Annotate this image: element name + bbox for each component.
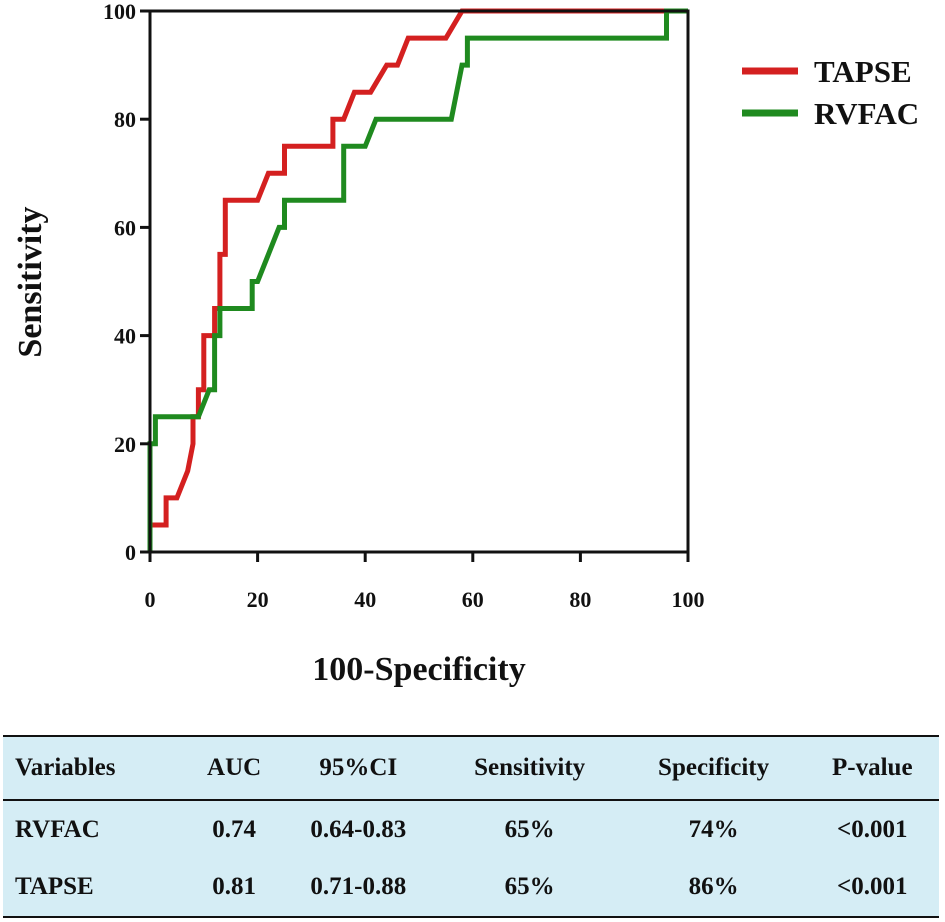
cell-variable: TAPSE: [15, 873, 94, 901]
legend-label-tapse: TAPSE: [814, 54, 912, 89]
y-tick-label: 80: [114, 107, 136, 132]
cell-p-value: <0.001: [837, 816, 908, 843]
cell-ci: 0.71-0.88: [310, 873, 407, 901]
cell-auc: 0.74: [212, 816, 256, 843]
y-axis-title: Sensitivity: [12, 206, 49, 357]
table-header-row: Variables AUC 95%CI Sensitivity Specific…: [3, 736, 939, 801]
plot-area: [147, 8, 690, 554]
roc-chart: 0 20 40 60 80 100 0 20 40 60 80 100 100-Specificity…: [12, 0, 919, 688]
cell-auc: 0.81: [212, 873, 256, 901]
cell-specificity: 86%: [688, 873, 739, 901]
cell-specificity: 74%: [688, 816, 739, 843]
header-specificity: Specificity: [658, 754, 770, 782]
y-tick-label: 40: [114, 324, 136, 349]
x-tick-label: 100: [672, 587, 705, 612]
legend-label-rvfac: RVFAC: [814, 96, 919, 131]
series-line-tapse: [147, 8, 688, 552]
y-tick-label: 20: [114, 432, 136, 457]
axis-ticks: 0 20 40 60 80 100 0 20 40 60 80 100: [103, 0, 705, 612]
statistics-table: Variables AUC 95%CI Sensitivity Specific…: [3, 735, 939, 918]
y-tick-label: 0: [125, 540, 136, 565]
cell-variable: RVFAC: [15, 816, 100, 843]
x-tick-label: 60: [462, 587, 484, 612]
table-row: RVFAC 0.74 0.64-0.83 65% 74% <0.001: [3, 800, 939, 858]
header-sensitivity: Sensitivity: [474, 754, 586, 782]
table-row: TAPSE 0.81 0.71-0.88 65% 86% <0.001: [3, 859, 939, 917]
header-variables: Variables: [15, 754, 116, 782]
x-tick-label: 20: [247, 587, 269, 612]
x-tick-label: 80: [569, 587, 591, 612]
header-p-value: P-value: [832, 754, 913, 782]
y-tick-label: 100: [103, 0, 136, 24]
header-ci: 95%CI: [319, 754, 398, 782]
cell-sensitivity: 65%: [504, 816, 555, 843]
series-line-rvfac: [147, 8, 688, 552]
x-tick-label: 0: [145, 587, 156, 612]
plot-frame: [148, 9, 690, 554]
y-tick-label: 60: [114, 215, 136, 240]
x-tick-label: 40: [354, 587, 376, 612]
legend: TAPSE RVFAC: [742, 54, 919, 131]
cell-sensitivity: 65%: [504, 873, 555, 901]
header-auc: AUC: [207, 754, 262, 782]
x-axis-title: 100-Specificity: [312, 651, 525, 688]
cell-p-value: <0.001: [837, 873, 908, 901]
cell-ci: 0.64-0.83: [310, 816, 407, 843]
